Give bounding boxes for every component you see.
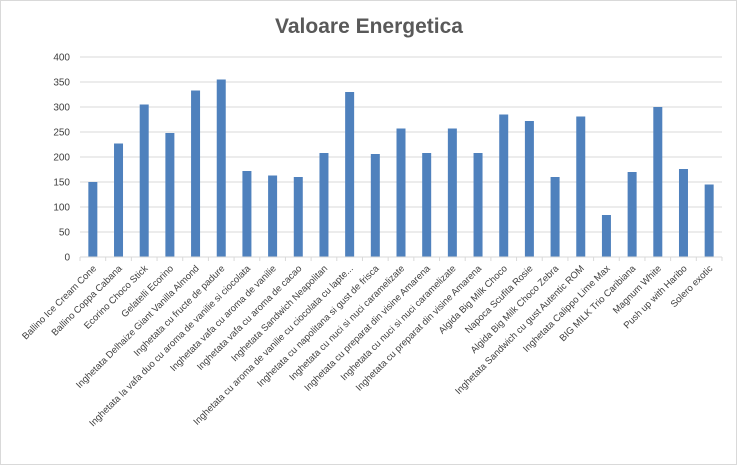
y-tick-label: 0 (64, 253, 70, 264)
bar (524, 121, 534, 257)
bar (114, 143, 124, 257)
y-tick-label: 350 (53, 78, 70, 89)
bars (88, 79, 714, 257)
y-tick-label: 400 (53, 53, 70, 64)
bar (447, 128, 457, 257)
bar (293, 177, 303, 257)
y-tick-label: 150 (53, 178, 70, 189)
y-tick-label: 200 (53, 153, 70, 164)
y-tick-label: 100 (53, 203, 70, 214)
bar (319, 153, 329, 257)
bar (653, 107, 663, 257)
bar (191, 90, 201, 257)
chart-title: Valoare Energetica (275, 15, 463, 38)
bar (473, 153, 483, 257)
bar (345, 92, 355, 257)
bar (678, 169, 688, 257)
bar (550, 177, 560, 257)
bar (704, 184, 714, 257)
bar (88, 182, 98, 257)
bar (165, 133, 175, 257)
bar (216, 79, 226, 257)
bar (422, 153, 432, 257)
x-axis (79, 256, 723, 261)
bar (601, 215, 611, 257)
y-tick-label: 300 (53, 103, 70, 114)
bar (242, 171, 252, 257)
bar (139, 104, 149, 257)
bar (627, 172, 637, 257)
y-axis-ticks: 0 50 100 150 200 250 300 350 400 (53, 53, 70, 264)
bar (268, 175, 278, 257)
y-tick-label: 250 (53, 128, 70, 139)
bar (370, 154, 380, 257)
bar (499, 114, 509, 257)
y-tick-label: 50 (59, 228, 71, 239)
bar (396, 128, 406, 257)
bar (576, 116, 586, 257)
